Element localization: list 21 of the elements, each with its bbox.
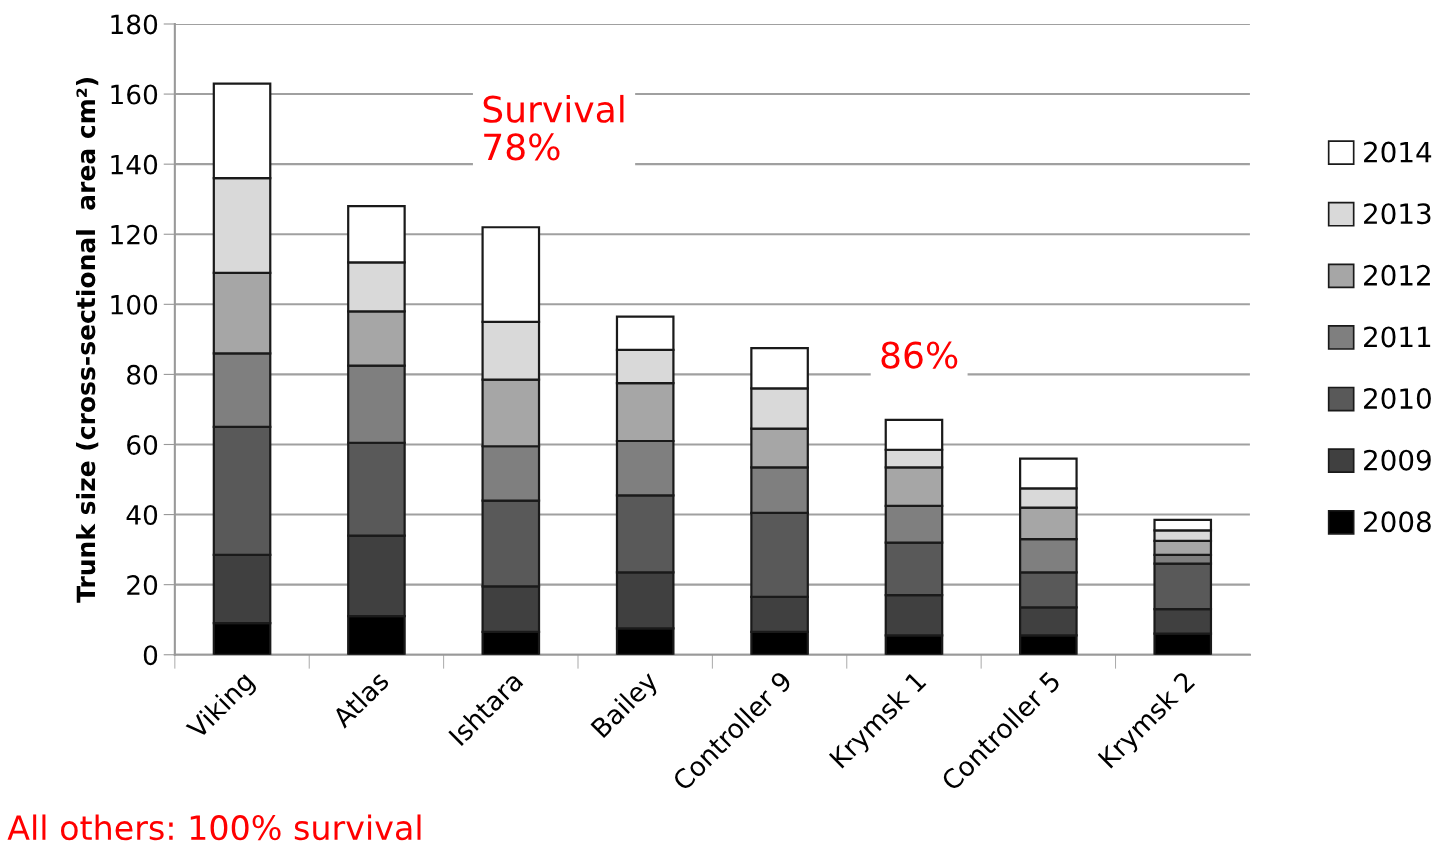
y-tick-label: 60 [127,434,158,455]
legend-label: 2014 [1364,141,1432,163]
legend-label: 2010 [1364,388,1431,410]
legend-label: 2013 [1364,203,1431,225]
legend-label: 2012 [1364,264,1430,286]
text: All others: 100% survival [7,814,421,841]
y-tick-label: 40 [126,505,158,525]
y-tick-label: 0 [143,645,158,666]
y-tick-label: 180 [111,14,158,35]
y-axis-title: Trunk size (cross-sectional area cm²) [75,77,99,603]
y-tick-label: 100 [111,294,158,315]
legend-label: 2008 [1364,511,1431,533]
y-tick-label: 80 [127,364,158,385]
legend-label: 2009 [1364,449,1431,471]
annotation: 86% [881,341,958,369]
y-tick-label: 120 [111,224,158,245]
y-tick-label: 140 [111,154,158,175]
legend-label: 2011 [1364,326,1431,348]
annotation: Survival 78% [483,94,624,161]
y-tick-label: 160 [111,84,158,105]
y-tick-label: 20 [127,575,158,596]
